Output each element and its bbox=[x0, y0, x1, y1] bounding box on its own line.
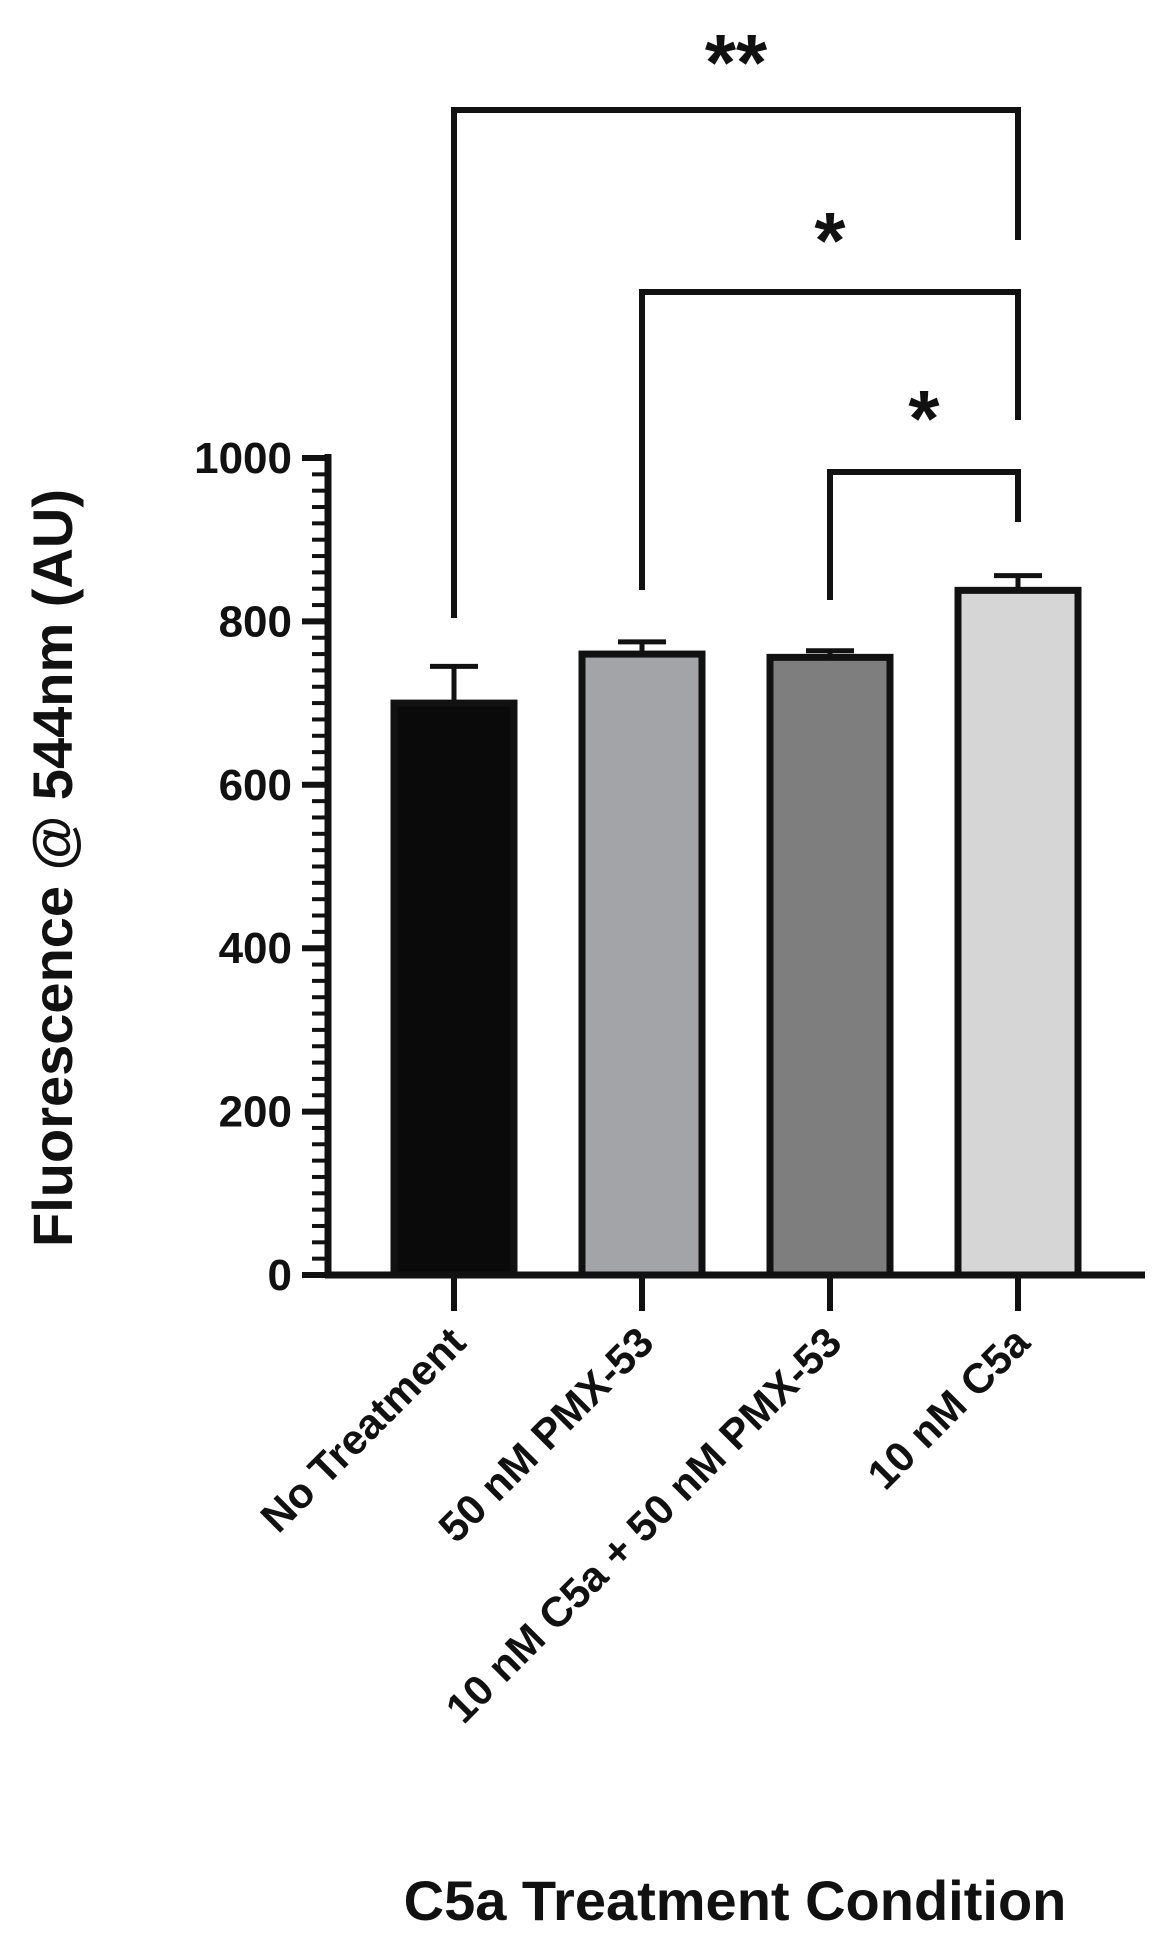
y-axis: 0 200 400 600 800 1000 bbox=[194, 434, 332, 1300]
significance-label: * bbox=[814, 196, 846, 285]
y-axis-title: Fluorescence @ 544nm (AU) bbox=[21, 489, 84, 1247]
y-tick-label: 400 bbox=[219, 924, 292, 973]
y-tick-label: 0 bbox=[268, 1251, 292, 1300]
category-label: 10 nM C5a + 50 nM PMX-53 bbox=[437, 1318, 851, 1732]
x-axis-title: C5a Treatment Condition bbox=[404, 1869, 1067, 1932]
significance-bracket bbox=[827, 469, 1021, 600]
y-tick-label: 600 bbox=[219, 761, 292, 810]
bars bbox=[390, 586, 1082, 1279]
error-bars bbox=[430, 573, 1042, 704]
y-tick-label: 800 bbox=[219, 597, 292, 646]
significance-bracket bbox=[639, 289, 1021, 590]
significance-brackets: **** bbox=[451, 18, 1021, 618]
bar bbox=[578, 650, 706, 1279]
y-tick-label: 1000 bbox=[194, 434, 292, 483]
bar bbox=[390, 699, 518, 1279]
x-axis bbox=[325, 1271, 1145, 1311]
significance-label: ** bbox=[705, 18, 768, 107]
y-tick-label: 200 bbox=[219, 1088, 292, 1137]
category-label: 10 nM C5a bbox=[858, 1318, 1039, 1499]
significance-label: * bbox=[908, 374, 940, 463]
bar bbox=[954, 586, 1082, 1279]
significance-bracket bbox=[451, 107, 1021, 618]
bar bbox=[766, 653, 894, 1279]
